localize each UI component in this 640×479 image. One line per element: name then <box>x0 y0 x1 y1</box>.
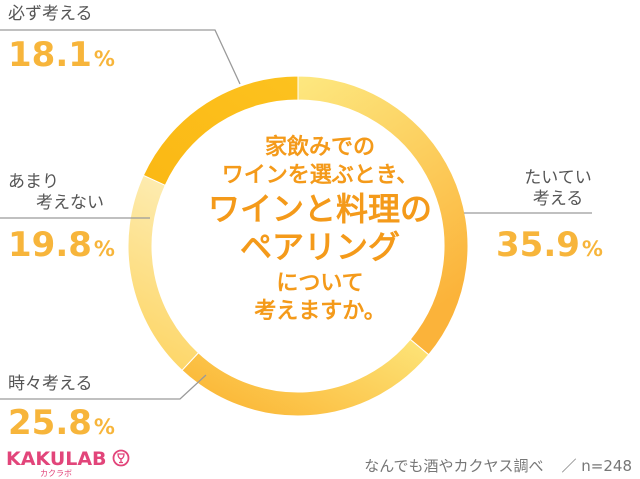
center-line-6: 考えますか。 <box>254 299 386 324</box>
label-usually: たいてい 考える <box>524 168 592 209</box>
value-rarely: 19.8% <box>8 225 115 265</box>
value-always: 18.1% <box>8 35 115 75</box>
label-rarely: あまり 考えない <box>8 172 104 213</box>
brand-logo: KAKULAB カクラボ <box>6 448 130 478</box>
center-line-4: ペアリング <box>239 228 400 266</box>
value-sometimes: 25.8% <box>8 403 115 443</box>
segment-sometimes <box>181 338 430 417</box>
brand-sub: カクラボ <box>40 469 72 478</box>
wine-glass-icon <box>112 449 130 467</box>
leader-always <box>0 29 241 85</box>
center-question: 家飲みでの ワインを選ぶとき、 ワインと料理の ペアリング について 考えますか… <box>170 134 470 326</box>
center-line-2: ワインを選ぶとき、 <box>221 163 419 188</box>
brand-name: KAKULAB <box>6 448 107 470</box>
center-line-1: 家飲みでの <box>264 135 375 160</box>
value-usually: 35.9% <box>496 225 603 265</box>
center-line-5: について <box>276 271 364 296</box>
source-text: なんでも酒やカクヤス調べ <box>364 457 544 475</box>
label-always: 必ず考える <box>8 4 93 24</box>
leader-sometimes <box>0 374 207 400</box>
survey-source: なんでも酒やカクヤス調べ ／ n=248 <box>364 455 632 476</box>
center-line-3: ワインと料理の <box>207 190 432 228</box>
segment-always <box>142 75 299 186</box>
label-sometimes: 時々考える <box>8 374 93 394</box>
sample-size: ／ n=248 <box>561 457 632 475</box>
